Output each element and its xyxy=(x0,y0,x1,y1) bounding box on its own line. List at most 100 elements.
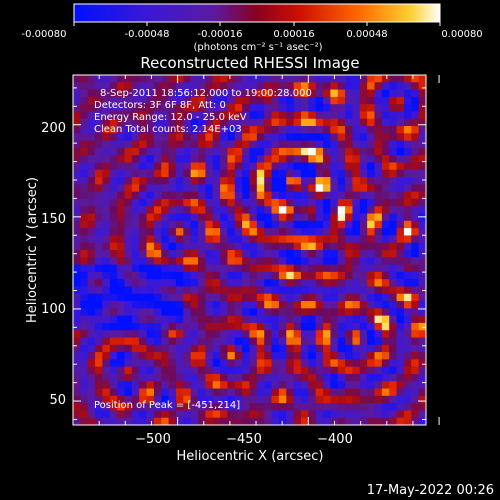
heatmap-cell xyxy=(345,395,354,404)
heatmap-cell xyxy=(308,308,317,317)
heatmap-cell xyxy=(367,395,376,404)
heatmap-cell xyxy=(198,344,206,353)
heatmap-cell xyxy=(374,191,383,200)
heatmap-cell xyxy=(220,315,229,324)
heatmap-cell xyxy=(175,191,184,200)
heatmap-cell xyxy=(300,388,309,397)
heatmap-cell xyxy=(396,89,405,98)
ytick-label-150: 150 xyxy=(41,212,66,227)
heatmap-cell xyxy=(286,337,295,346)
heatmap-cell xyxy=(190,366,199,375)
heatmap-cell xyxy=(323,169,331,178)
heatmap-cell xyxy=(330,155,339,164)
heatmap-cell xyxy=(153,417,162,425)
heatmap-cell xyxy=(73,271,81,280)
heatmap-cell xyxy=(117,198,126,207)
heatmap-cell xyxy=(411,140,420,149)
heatmap-cell xyxy=(102,395,111,404)
heatmap-cell xyxy=(278,366,287,375)
heatmap-cell xyxy=(168,264,177,273)
heatmap-cell xyxy=(220,228,229,237)
heatmap-cell xyxy=(249,337,258,346)
heatmap-cell xyxy=(330,140,339,149)
heatmap-cell xyxy=(227,250,236,258)
heatmap-cell xyxy=(95,235,104,244)
heatmap-cell xyxy=(87,286,96,295)
heatmap-cell xyxy=(374,220,383,229)
heatmap-cell xyxy=(418,147,426,156)
heatmap-cell xyxy=(109,337,118,346)
heatmap-cell xyxy=(198,257,206,266)
heatmap-cell xyxy=(102,169,111,178)
heatmap-cell xyxy=(131,337,140,346)
heatmap-cell xyxy=(161,147,170,156)
heatmap-cell xyxy=(95,169,104,178)
heatmap-cell xyxy=(300,330,309,339)
heatmap-cell xyxy=(117,286,126,295)
heatmap-cell xyxy=(381,381,390,390)
heatmap-cell xyxy=(183,250,192,258)
heatmap-cell xyxy=(146,206,155,215)
heatmap-cell xyxy=(190,126,199,134)
heatmap-cell xyxy=(337,82,346,91)
heatmap-cell xyxy=(87,293,96,302)
heatmap-cell xyxy=(337,206,346,215)
heatmap-cell xyxy=(352,228,361,237)
heatmap-cell xyxy=(139,75,148,83)
heatmap-cell xyxy=(411,388,420,397)
heatmap-cell xyxy=(227,242,236,251)
heatmap-cell xyxy=(256,235,265,244)
heatmap-cell xyxy=(109,330,118,339)
heatmap-cell xyxy=(293,352,302,360)
heatmap-cell xyxy=(323,315,331,324)
heatmap-cell xyxy=(124,169,133,178)
heatmap-cell xyxy=(212,184,221,193)
heatmap-cell xyxy=(249,147,258,156)
heatmap-cell xyxy=(418,337,426,346)
heatmap-cell xyxy=(102,417,111,425)
heatmap-cell xyxy=(95,220,104,229)
heatmap-cell xyxy=(337,228,346,237)
heatmap-cell xyxy=(242,213,251,222)
heatmap-cell xyxy=(418,293,426,302)
heatmap-cell xyxy=(249,118,258,127)
heatmap-cell xyxy=(124,337,133,346)
heatmap-cell xyxy=(87,75,96,83)
heatmap-cell xyxy=(87,169,96,178)
heatmap-cell xyxy=(330,177,339,185)
heatmap-cell xyxy=(256,213,265,222)
heatmap-cell xyxy=(300,308,309,317)
heatmap-cell xyxy=(146,111,155,120)
heatmap-cell xyxy=(352,301,361,309)
heatmap-cell xyxy=(264,330,273,339)
heatmap-cell xyxy=(256,403,265,412)
heatmap-cell xyxy=(95,286,104,295)
heatmap-cell xyxy=(109,126,118,134)
heatmap-cell xyxy=(374,403,383,412)
heatmap-cell xyxy=(242,147,251,156)
heatmap-cell xyxy=(300,395,309,404)
heatmap-cell xyxy=(256,388,265,397)
heatmap-cell xyxy=(117,213,126,222)
heatmap-cell xyxy=(278,104,287,113)
heatmap-cell xyxy=(220,162,229,171)
heatmap-cell xyxy=(109,184,118,193)
heatmap-cell xyxy=(183,177,192,185)
heatmap-cell xyxy=(359,118,368,127)
heatmap-cell xyxy=(234,75,243,83)
heatmap-cell xyxy=(102,366,111,375)
heatmap-cell xyxy=(220,330,229,339)
heatmap-cell xyxy=(300,147,309,156)
heatmap-cell xyxy=(242,206,251,215)
heatmap-cell xyxy=(374,228,383,237)
heatmap-cell xyxy=(308,96,317,105)
heatmap-cell xyxy=(323,242,331,251)
heatmap-cell xyxy=(175,381,184,390)
heatmap-cell xyxy=(220,352,229,360)
heatmap-cell xyxy=(124,191,133,200)
heatmap-cell xyxy=(418,279,426,288)
heatmap-cell xyxy=(249,213,258,222)
heatmap-cell xyxy=(367,403,376,412)
heatmap-cell xyxy=(220,169,229,178)
heatmap-cell xyxy=(109,235,118,244)
